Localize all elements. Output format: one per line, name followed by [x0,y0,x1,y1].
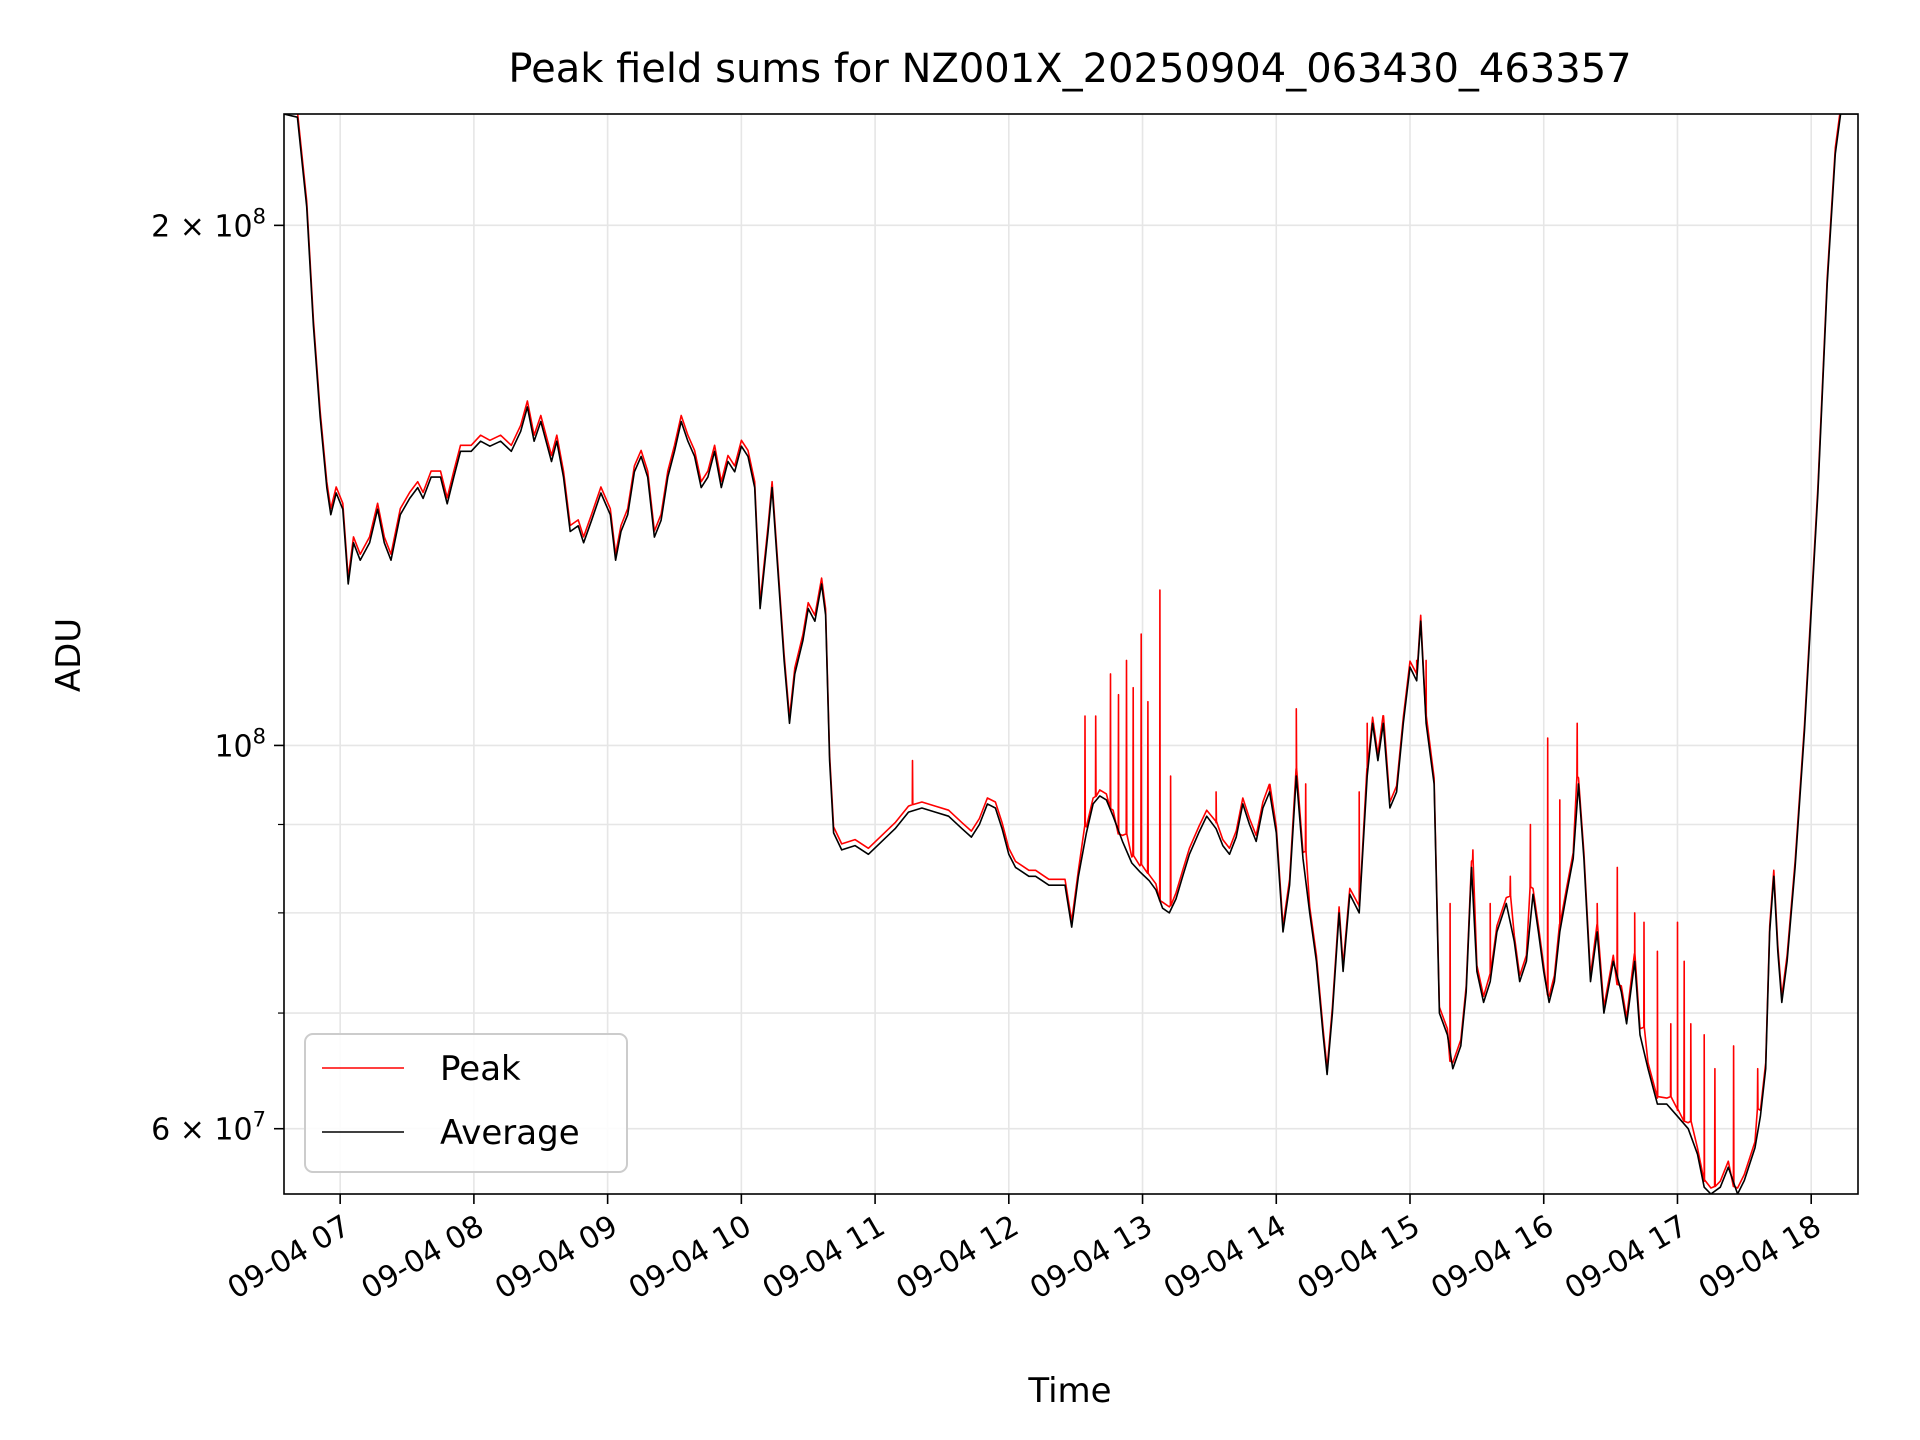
y-tick-label-base: 2 × 10 [151,209,252,244]
y-tick-label-exponent: 8 [253,724,266,748]
y-tick-label-exponent: 7 [253,1108,266,1132]
y-tick-label: 2 × 108 [151,204,266,244]
plot-frame [283,113,1859,1195]
y-axis-label: ADU [49,618,89,692]
series-line-peak [296,114,1841,1189]
x-axis-label: Time [1027,1371,1111,1411]
legend-label-average: Average [440,1113,580,1153]
legend-label-peak: Peak [440,1049,521,1089]
y-tick-label-base: 10 [214,729,252,764]
y-tick-label: 108 [214,724,266,764]
chart-title: Peak field sums for NZ001X_20250904_0634… [508,46,1631,92]
y-tick-label-exponent: 8 [253,204,266,228]
y-tick-label: 6 × 107 [151,1108,266,1148]
series-layer [284,114,1858,1194]
series-line-average [284,114,1858,1194]
y-tick-label-base: 6 × 10 [151,1113,252,1148]
plot-area [284,114,1858,1194]
legend: Peak Average [304,1033,628,1173]
